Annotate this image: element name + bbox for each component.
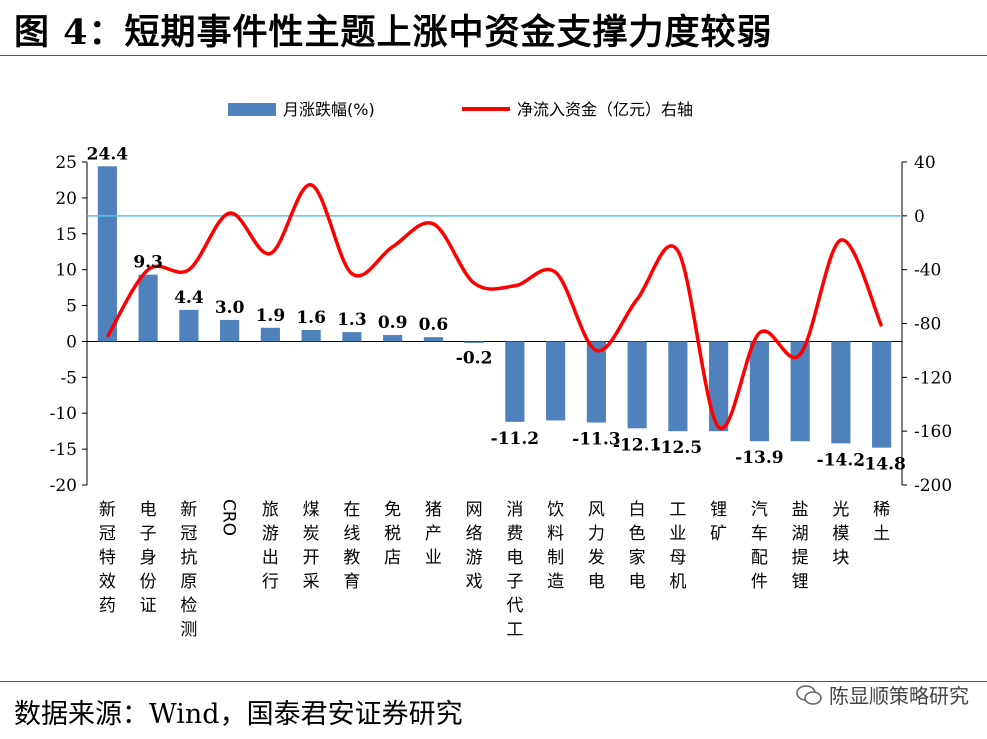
bar-value-label: -11.3 [572, 430, 620, 450]
wechat-icon [796, 684, 822, 705]
right-tick-label: -80 [914, 315, 941, 335]
axes: -20 -15 -10 -5 0 5 10 15 20 25 -200 -160 -120 -80 -40 0… [50, 153, 953, 496]
category-label: 在线教育 [343, 500, 360, 592]
category-label: 光模块 [832, 500, 849, 568]
bar-value-label: -14.8 [857, 455, 905, 475]
chart-title: 图 4：短期事件性主题上涨中资金支撑力度较弱 [14, 12, 773, 53]
bar [179, 309, 199, 342]
category-label: 工业母机 [669, 500, 686, 592]
left-tick-label: -15 [50, 440, 77, 460]
bar [749, 341, 769, 442]
category-label: 新冠特效药 [99, 500, 116, 616]
category-label: 锂矿 [710, 500, 727, 544]
top-rule [0, 55, 987, 56]
right-tick-label: -40 [914, 261, 941, 281]
bar [627, 341, 647, 429]
bottom-rule [0, 681, 987, 682]
category-label: CRO [219, 499, 239, 536]
bar [668, 341, 688, 432]
category-label: 消费电子代工 [506, 500, 523, 640]
category-label: 电子身份证 [140, 500, 157, 616]
bar [301, 329, 321, 342]
category-label: 饮料制造 [547, 500, 564, 592]
bar-value-label: -0.2 [456, 348, 493, 368]
right-tick-label: -200 [914, 476, 952, 496]
left-tick-label: 5 [66, 297, 77, 317]
bar [220, 319, 240, 342]
bar [831, 341, 851, 444]
bar-value-label: 0.9 [378, 313, 408, 333]
bar-value-label: -12.5 [654, 438, 702, 458]
watermark: 陈显顺策略研究 [795, 680, 969, 709]
bar-value-label: 3.0 [215, 298, 245, 318]
bar-value-label: 1.9 [256, 306, 286, 326]
right-tick-label: 0 [914, 207, 925, 227]
bar [260, 327, 280, 342]
bar [790, 341, 810, 442]
legend-bar-label: 月涨跌幅(%) [283, 100, 375, 119]
legend-line-label: 净流入资金（亿元）右轴 [517, 100, 693, 119]
right-tick-label: -160 [914, 422, 952, 442]
bar-value-label: -11.2 [491, 429, 539, 449]
bar [97, 166, 117, 342]
left-tick-label: 25 [55, 153, 77, 173]
category-label: 旅游出行 [262, 500, 279, 592]
bar [586, 341, 606, 423]
bar [383, 334, 403, 342]
category-labels: 新冠特效药 电子身份证 新冠抗原检测 CRO 旅游出行 煤炭开采 在线教育 免税店 猪产业 网络游… [99, 499, 890, 640]
bar-value-labels: 24.4 9.3 4.4 3.0 1.9 1.6 1.3 0.9 0.6 -0.2 -11.2 -11… [87, 144, 906, 474]
bar-value-label: 9.3 [133, 253, 163, 273]
category-label: 盐湖提锂 [792, 500, 809, 592]
category-label: 新冠抗原检测 [180, 500, 197, 640]
bar [464, 341, 484, 343]
category-label: 白色家电 [629, 500, 646, 592]
left-tick-label: -10 [50, 404, 77, 424]
bar-value-label: 0.6 [419, 315, 449, 335]
line-series [105, 183, 884, 431]
bar-value-label: 1.3 [337, 310, 367, 330]
bar [138, 274, 158, 342]
bar [872, 341, 892, 448]
left-tick-label: 10 [55, 261, 77, 281]
bar-value-label: -14.2 [817, 450, 865, 470]
category-label: 网络游戏 [466, 500, 483, 592]
left-tick-label: -5 [60, 368, 77, 388]
right-tick-label: -120 [914, 368, 952, 388]
watermark-text: 陈显顺策略研究 [829, 684, 969, 708]
bar-series [97, 166, 892, 448]
category-label: 稀土 [873, 500, 890, 544]
source-note: 数据来源：Wind，国泰君安证券研究 [14, 699, 463, 730]
bar-value-label: 1.6 [296, 308, 326, 328]
category-label: 免税店 [384, 500, 401, 568]
bar-value-label: -13.9 [735, 448, 783, 468]
legend: 月涨跌幅(%) 净流入资金（亿元）右轴 [228, 100, 693, 119]
chart: 月涨跌幅(%) 净流入资金（亿元）右轴 -20 -15 -10 -5 0 5 10 15 20 2… [50, 100, 953, 640]
bar-value-label: 24.4 [87, 144, 129, 164]
left-tick-label: 20 [55, 189, 77, 209]
category-label: 汽车配件 [751, 500, 768, 592]
left-tick-label: 15 [55, 225, 77, 245]
left-tick-label: 0 [66, 332, 77, 352]
category-label: 猪产业 [425, 500, 442, 568]
category-label: 煤炭开采 [303, 500, 320, 592]
bar [505, 341, 525, 422]
bar [423, 337, 443, 342]
bar-value-label: -12.1 [613, 435, 661, 455]
bar [546, 341, 566, 421]
net-inflow-line [105, 183, 884, 431]
right-tick-label: 40 [914, 153, 936, 173]
left-tick-label: -20 [50, 476, 77, 496]
legend-bar-swatch [228, 103, 276, 116]
bar-value-label: 4.4 [174, 288, 204, 308]
category-label: 风力发电 [588, 500, 605, 592]
bar [342, 332, 362, 342]
bar [709, 341, 729, 432]
